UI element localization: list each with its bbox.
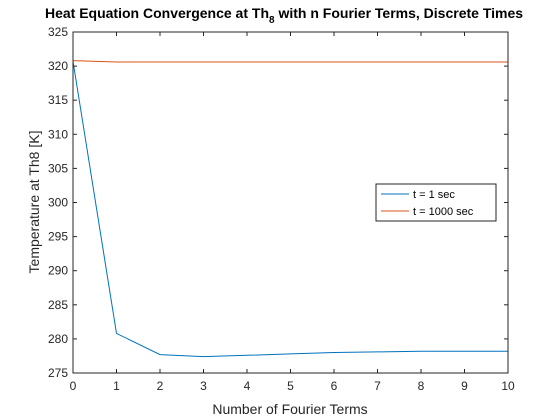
series-line-2: [72, 60, 508, 63]
x-tick-label: 9: [461, 379, 468, 393]
y-tick-label: 280: [48, 332, 68, 346]
x-tick-label: 3: [200, 379, 207, 393]
x-tick-label: 2: [157, 379, 164, 393]
y-tick-label: 305: [48, 161, 68, 175]
y-tick-label: 295: [48, 230, 68, 244]
x-axis-label: Number of Fourier Terms: [212, 401, 367, 417]
y-tick-label: 300: [48, 196, 68, 210]
legend-label-2: t = 1000 sec: [413, 206, 474, 218]
y-tick-label: 290: [48, 264, 68, 278]
legend-label-1: t = 1 sec: [413, 189, 455, 201]
y-axis-label: Temperature at Th8 [K]: [26, 131, 42, 274]
x-tick-label: 5: [287, 379, 294, 393]
y-tick-label: 325: [48, 25, 68, 39]
series-layer: [72, 60, 508, 358]
x-tick-label: 10: [501, 379, 515, 393]
legend: t = 1 sec t = 1000 sec: [375, 183, 497, 222]
axes-layer: 0 1 2 3 4 5 6 7 8 9 10 275 280 285 290 295 300 305 310 315 3…: [48, 25, 515, 393]
x-tick-label: 4: [244, 379, 251, 393]
series-line-1: [72, 61, 508, 358]
x-tick-label: 0: [70, 379, 77, 393]
y-tick-label: 315: [48, 93, 68, 107]
y-tick-label: 285: [48, 298, 68, 312]
y-tick-label: 275: [48, 366, 68, 380]
y-tick-label: 310: [48, 127, 68, 141]
chart-title: Heat Equation Convergence at Th8 with n …: [45, 5, 523, 26]
x-tick-label: 1: [113, 379, 120, 393]
x-tick-label: 8: [418, 379, 425, 393]
y-tick-label: 320: [48, 59, 68, 73]
x-tick-label: 7: [374, 379, 381, 393]
x-tick-label: 6: [331, 379, 338, 393]
legend-box: [375, 183, 497, 222]
